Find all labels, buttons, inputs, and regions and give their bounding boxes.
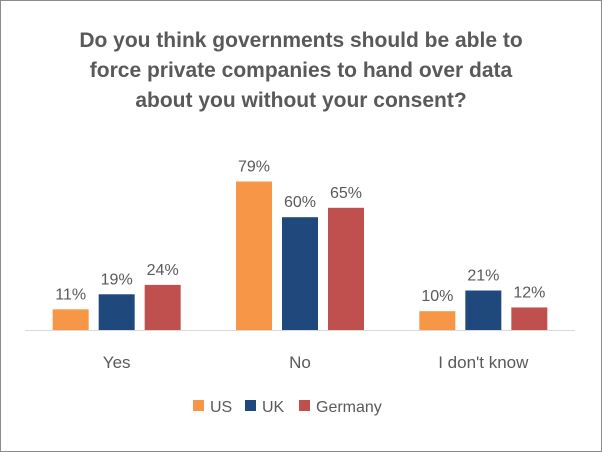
bar-uk-3 — [465, 290, 502, 330]
legend-label-uk: UK — [262, 399, 285, 416]
chart-title-line-2: force private companies to hand over dat… — [89, 59, 513, 82]
value-label-us-3: 10% — [421, 288, 453, 305]
value-label-us-2: 79% — [238, 158, 270, 175]
bar-germany-3 — [511, 307, 548, 330]
category-label-3: I don't know — [438, 353, 529, 372]
value-labels-layer: 11% 19% 24% 79% 60% 65% 10% 21% 12% — [55, 158, 545, 305]
value-label-uk-1: 19% — [101, 271, 133, 288]
legend: US UK Germany — [193, 399, 382, 416]
legend-swatch-us — [193, 400, 204, 411]
bar-uk-2 — [282, 217, 318, 330]
bar-germany-1 — [144, 284, 181, 330]
category-label-2: No — [289, 353, 311, 372]
category-label-1: Yes — [103, 353, 131, 372]
legend-swatch-germany — [299, 400, 310, 411]
bar-us-3 — [419, 311, 456, 330]
value-label-germany-3: 12% — [513, 284, 545, 301]
value-label-germany-2: 65% — [330, 185, 362, 202]
chart-title-line-3: about you without your consent? — [135, 89, 467, 112]
bars-layer — [52, 181, 548, 330]
category-labels-layer: Yes No I don't know — [103, 353, 529, 372]
chart-title: Do you think governments should be able … — [21, 26, 581, 116]
bar-uk-1 — [98, 294, 135, 330]
bar-us-1 — [52, 309, 89, 330]
chart-title-line-1: Do you think governments should be able … — [79, 29, 523, 52]
legend-swatch-uk — [245, 400, 256, 411]
bar-us-2 — [236, 181, 272, 330]
value-label-uk-2: 60% — [284, 194, 316, 211]
legend-label-us: US — [210, 399, 232, 416]
value-label-us-1: 11% — [55, 286, 86, 303]
value-label-uk-3: 21% — [467, 268, 499, 285]
legend-label-germany: Germany — [316, 399, 382, 416]
value-label-germany-1: 24% — [147, 262, 179, 279]
bar-germany-2 — [328, 207, 364, 330]
